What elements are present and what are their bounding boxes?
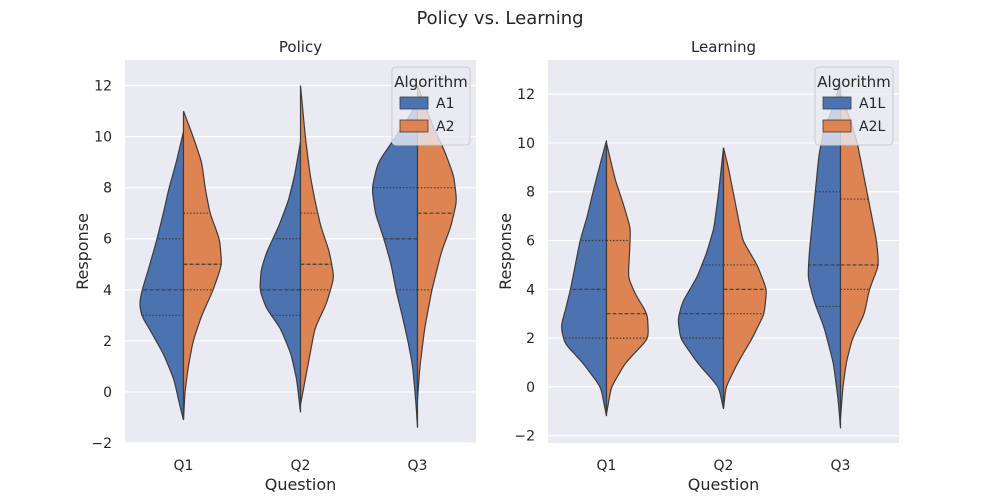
y-axis-label: Response [73, 213, 92, 290]
panel-learning: −2 0 2 4 6 8 10 12 Q1 Q2 Q3 Question Response Learnin… [496, 38, 899, 494]
x-axis-label: Question [265, 475, 337, 494]
violin-a2l-q1 [605, 142, 649, 414]
legend-label-a1l: A1L [859, 96, 885, 112]
legend-swatch-a1l [822, 96, 852, 110]
figure-suptitle: Policy vs. Learning [416, 8, 583, 29]
y-tick-label: 0 [526, 380, 535, 396]
violin-a2-q1 [182, 110, 222, 421]
x-tick-label-q3: Q3 [408, 458, 428, 474]
y-tick-label: 8 [103, 181, 112, 197]
violin-a2l-q2 [722, 147, 767, 409]
y-tick-label: 6 [103, 232, 112, 248]
y-tick-label: 10 [94, 130, 112, 146]
violin-a1-q3 [371, 98, 419, 428]
violin-a2-q2 [299, 85, 334, 405]
violin-a1l-q2 [677, 147, 725, 409]
y-tick-label: 8 [526, 185, 535, 201]
y-tick-label: −2 [91, 436, 112, 452]
violin-a1-q2 [259, 141, 302, 413]
legend: Algorithm A1L A2L [814, 66, 894, 146]
x-tick-label-q1: Q1 [597, 458, 617, 474]
y-tick-label: 2 [103, 334, 112, 350]
legend-title: Algorithm [394, 73, 467, 91]
legend-label-a1: A1 [436, 96, 454, 112]
x-tick-label-q2: Q2 [714, 458, 734, 474]
legend-swatch-a2 [399, 119, 429, 133]
y-tick-label: 12 [517, 87, 535, 103]
legend-swatch-a2l [822, 119, 852, 133]
y-tick-label: 10 [517, 136, 535, 152]
y-tick-label: 0 [103, 385, 112, 401]
x-axis-label: Question [688, 475, 760, 494]
x-tick-label-q3: Q3 [831, 458, 851, 474]
x-tick-label-q1: Q1 [174, 458, 194, 474]
legend-swatch-a1 [399, 96, 429, 110]
legend-label-a2l: A2L [859, 119, 885, 135]
y-tick-label: 4 [526, 282, 535, 298]
legend: Algorithm A1 A2 [391, 66, 471, 146]
y-tick-label: 4 [103, 283, 112, 299]
x-tick-label-q2: Q2 [291, 458, 311, 474]
y-tick-label: 6 [526, 234, 535, 250]
violin-a1l-q1 [560, 140, 608, 417]
violin-a1-q1 [139, 131, 185, 421]
y-tick-label: −2 [514, 429, 535, 445]
y-tick-label: 2 [526, 331, 535, 347]
panel-title: Learning [691, 38, 756, 56]
legend-title: Algorithm [817, 73, 890, 91]
legend-label-a2: A2 [436, 119, 454, 135]
panel-title: Policy [279, 38, 322, 56]
y-axis-label: Response [496, 213, 515, 290]
y-tick-label: 12 [94, 79, 112, 95]
panel-policy: −2 0 2 4 6 8 10 12 Q1 Q2 Q3 Question Response Policy A… [73, 38, 476, 494]
